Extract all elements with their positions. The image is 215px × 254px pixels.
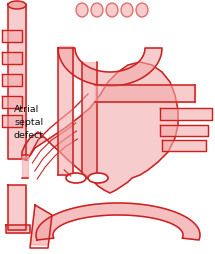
Text: septal: septal (14, 118, 43, 128)
Ellipse shape (88, 173, 108, 183)
Polygon shape (2, 74, 22, 86)
Polygon shape (82, 62, 97, 178)
Polygon shape (6, 225, 30, 233)
Polygon shape (2, 30, 22, 42)
Polygon shape (2, 52, 22, 64)
Polygon shape (160, 108, 212, 120)
Text: Atrial: Atrial (14, 105, 39, 114)
Ellipse shape (136, 3, 148, 17)
Polygon shape (22, 155, 28, 178)
Polygon shape (58, 46, 73, 175)
Polygon shape (160, 125, 208, 136)
Polygon shape (30, 205, 52, 245)
Polygon shape (22, 62, 178, 193)
Polygon shape (2, 96, 22, 108)
Polygon shape (8, 4, 26, 159)
Ellipse shape (91, 3, 103, 17)
Ellipse shape (76, 3, 88, 17)
Text: defect: defect (14, 131, 44, 140)
Polygon shape (2, 115, 22, 127)
Polygon shape (58, 48, 162, 86)
Polygon shape (8, 185, 26, 230)
Polygon shape (36, 203, 200, 240)
Polygon shape (95, 85, 195, 102)
Ellipse shape (121, 3, 133, 17)
Ellipse shape (66, 173, 86, 183)
Ellipse shape (8, 1, 26, 9)
Ellipse shape (106, 3, 118, 17)
Polygon shape (162, 140, 206, 151)
